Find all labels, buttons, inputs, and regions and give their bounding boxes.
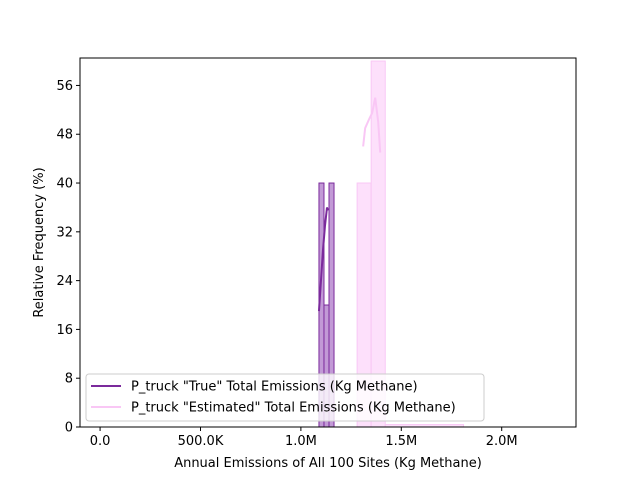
plot-frame xyxy=(79,57,577,428)
x-tick-label: 1.0M xyxy=(285,434,317,449)
legend: P_truck "True" Total Emissions (Kg Metha… xyxy=(85,373,485,422)
x-axis-ticks: 0.0 500.0K 1.0M 1.5M 2.0M xyxy=(90,427,518,449)
kde-layer xyxy=(317,97,382,312)
y-axis-ticks: 0 8 16 24 32 40 48 56 xyxy=(56,79,80,436)
x-tick-label: 1.5M xyxy=(385,434,417,449)
x-axis-label: Annual Emissions of All 100 Sites (Kg Me… xyxy=(174,456,482,471)
kde-line-estimated xyxy=(362,97,382,153)
y-tick-label: 32 xyxy=(56,225,73,240)
x-tick-label: 500.0K xyxy=(178,434,224,449)
legend-label-estimated: P_truck "Estimated" Total Emissions (Kg … xyxy=(131,401,456,416)
y-tick-label: 0 xyxy=(65,421,73,436)
y-tick-label: 8 xyxy=(65,372,73,387)
legend-label-true: P_truck "True" Total Emissions (Kg Metha… xyxy=(131,380,418,395)
kde-line-true xyxy=(317,207,329,312)
x-tick-label: 2.0M xyxy=(486,434,518,449)
y-axis-label: Relative Frequency (%) xyxy=(32,167,47,317)
y-tick-label: 48 xyxy=(56,128,73,143)
y-tick-label: 40 xyxy=(56,177,73,192)
y-tick-label: 24 xyxy=(56,274,73,289)
y-tick-label: 56 xyxy=(56,79,73,94)
y-tick-label: 16 xyxy=(56,323,73,338)
x-tick-label: 0.0 xyxy=(90,434,111,449)
legend-box xyxy=(85,373,485,422)
